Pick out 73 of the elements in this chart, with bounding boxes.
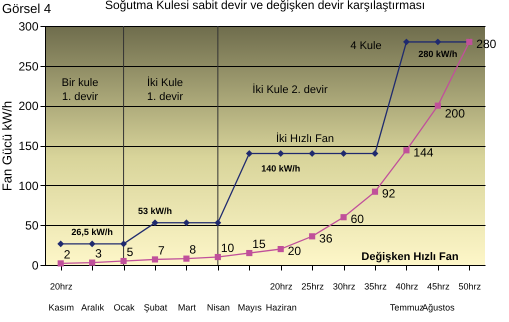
point bbox=[183, 256, 190, 262]
point bbox=[152, 256, 158, 263]
point bbox=[340, 214, 347, 220]
x-tick-label: Şubat bbox=[144, 302, 168, 312]
annotation: 53 kW/h bbox=[138, 206, 172, 216]
annotation: 140 kW/h bbox=[261, 163, 300, 174]
data-label: 92 bbox=[382, 186, 396, 201]
y-tick-label: 150 bbox=[18, 139, 39, 153]
category-label: 20hrz Kasım bbox=[48, 282, 74, 312]
point bbox=[120, 240, 127, 248]
point bbox=[246, 250, 252, 256]
y-tick-label: 50 bbox=[25, 218, 39, 233]
x-tick-label: 35hrz bbox=[364, 282, 388, 292]
point bbox=[372, 150, 378, 157]
data-label: 36 bbox=[319, 231, 333, 246]
category-label: 45hrz Ağustos bbox=[422, 282, 455, 312]
point bbox=[340, 150, 347, 157]
point bbox=[120, 258, 127, 264]
y-tick-label: 100 bbox=[18, 178, 39, 193]
annotation: İki Kule 2. devir bbox=[252, 83, 328, 96]
data-label: 200 bbox=[444, 106, 466, 121]
data-label: 8 bbox=[189, 242, 196, 257]
text: Değişken Hızlı Fan bbox=[361, 251, 459, 263]
data-label: 7 bbox=[158, 243, 165, 258]
point bbox=[309, 233, 316, 240]
x-tick-label: 30hrz bbox=[332, 282, 356, 292]
series-label: İki Hızlı Fan bbox=[276, 132, 334, 145]
data-label: 15 bbox=[252, 237, 266, 252]
point bbox=[183, 219, 190, 226]
data-label: 20 bbox=[288, 244, 302, 258]
x-tick-label: Ocak bbox=[114, 302, 136, 312]
point bbox=[152, 219, 158, 226]
category-label: 40hrz Temmuz bbox=[390, 282, 424, 312]
point bbox=[246, 150, 253, 157]
point bbox=[89, 260, 96, 266]
point bbox=[403, 147, 410, 154]
category-label: 20hrz Haziran bbox=[266, 282, 297, 312]
data-label: 144 bbox=[413, 145, 434, 160]
annotation: 280 kW/h bbox=[418, 48, 458, 59]
data-label: 5 bbox=[126, 245, 134, 260]
point bbox=[277, 150, 284, 157]
point bbox=[434, 102, 441, 109]
point bbox=[372, 188, 378, 195]
point bbox=[214, 254, 221, 260]
data-label: 2 bbox=[64, 247, 71, 262]
point bbox=[88, 240, 96, 248]
y-tick-label: 300 bbox=[18, 20, 39, 34]
annotation: Bir kule 1. devir bbox=[62, 77, 98, 103]
x-tick-label: Mart bbox=[178, 302, 196, 312]
data-label: 3 bbox=[95, 246, 102, 261]
data-label: 10 bbox=[220, 241, 235, 256]
point bbox=[278, 246, 284, 252]
point bbox=[308, 150, 316, 157]
point bbox=[403, 38, 410, 46]
y-axis-title: Fan Gücü kW/h bbox=[0, 100, 14, 192]
x-tick-label: 25hrz bbox=[301, 282, 324, 292]
chart-title: Soğutma Kulesi sabit devir ve değişken devir karşılaştırması bbox=[104, 0, 426, 12]
x-tick-label: 50hrz bbox=[458, 282, 482, 292]
text: Görsel 4 bbox=[2, 1, 52, 16]
x-tick-label: Nisan bbox=[206, 302, 230, 312]
annotation: 4 Kule bbox=[350, 40, 382, 52]
point bbox=[214, 219, 222, 226]
y-tick-label: 0 bbox=[32, 258, 39, 272]
point bbox=[57, 240, 64, 248]
point bbox=[58, 260, 64, 266]
x-tick-label: Mayıs bbox=[238, 302, 262, 312]
y-tick-label: 200 bbox=[18, 99, 39, 114]
data-label: 60 bbox=[350, 212, 364, 226]
annotation: 26,5 kW/h bbox=[71, 226, 113, 237]
y-tick-label: 250 bbox=[18, 59, 39, 74]
annotation: İki Kule 1. devir bbox=[146, 76, 184, 103]
point bbox=[434, 38, 442, 46]
x-tick-label: Aralık bbox=[81, 302, 105, 312]
